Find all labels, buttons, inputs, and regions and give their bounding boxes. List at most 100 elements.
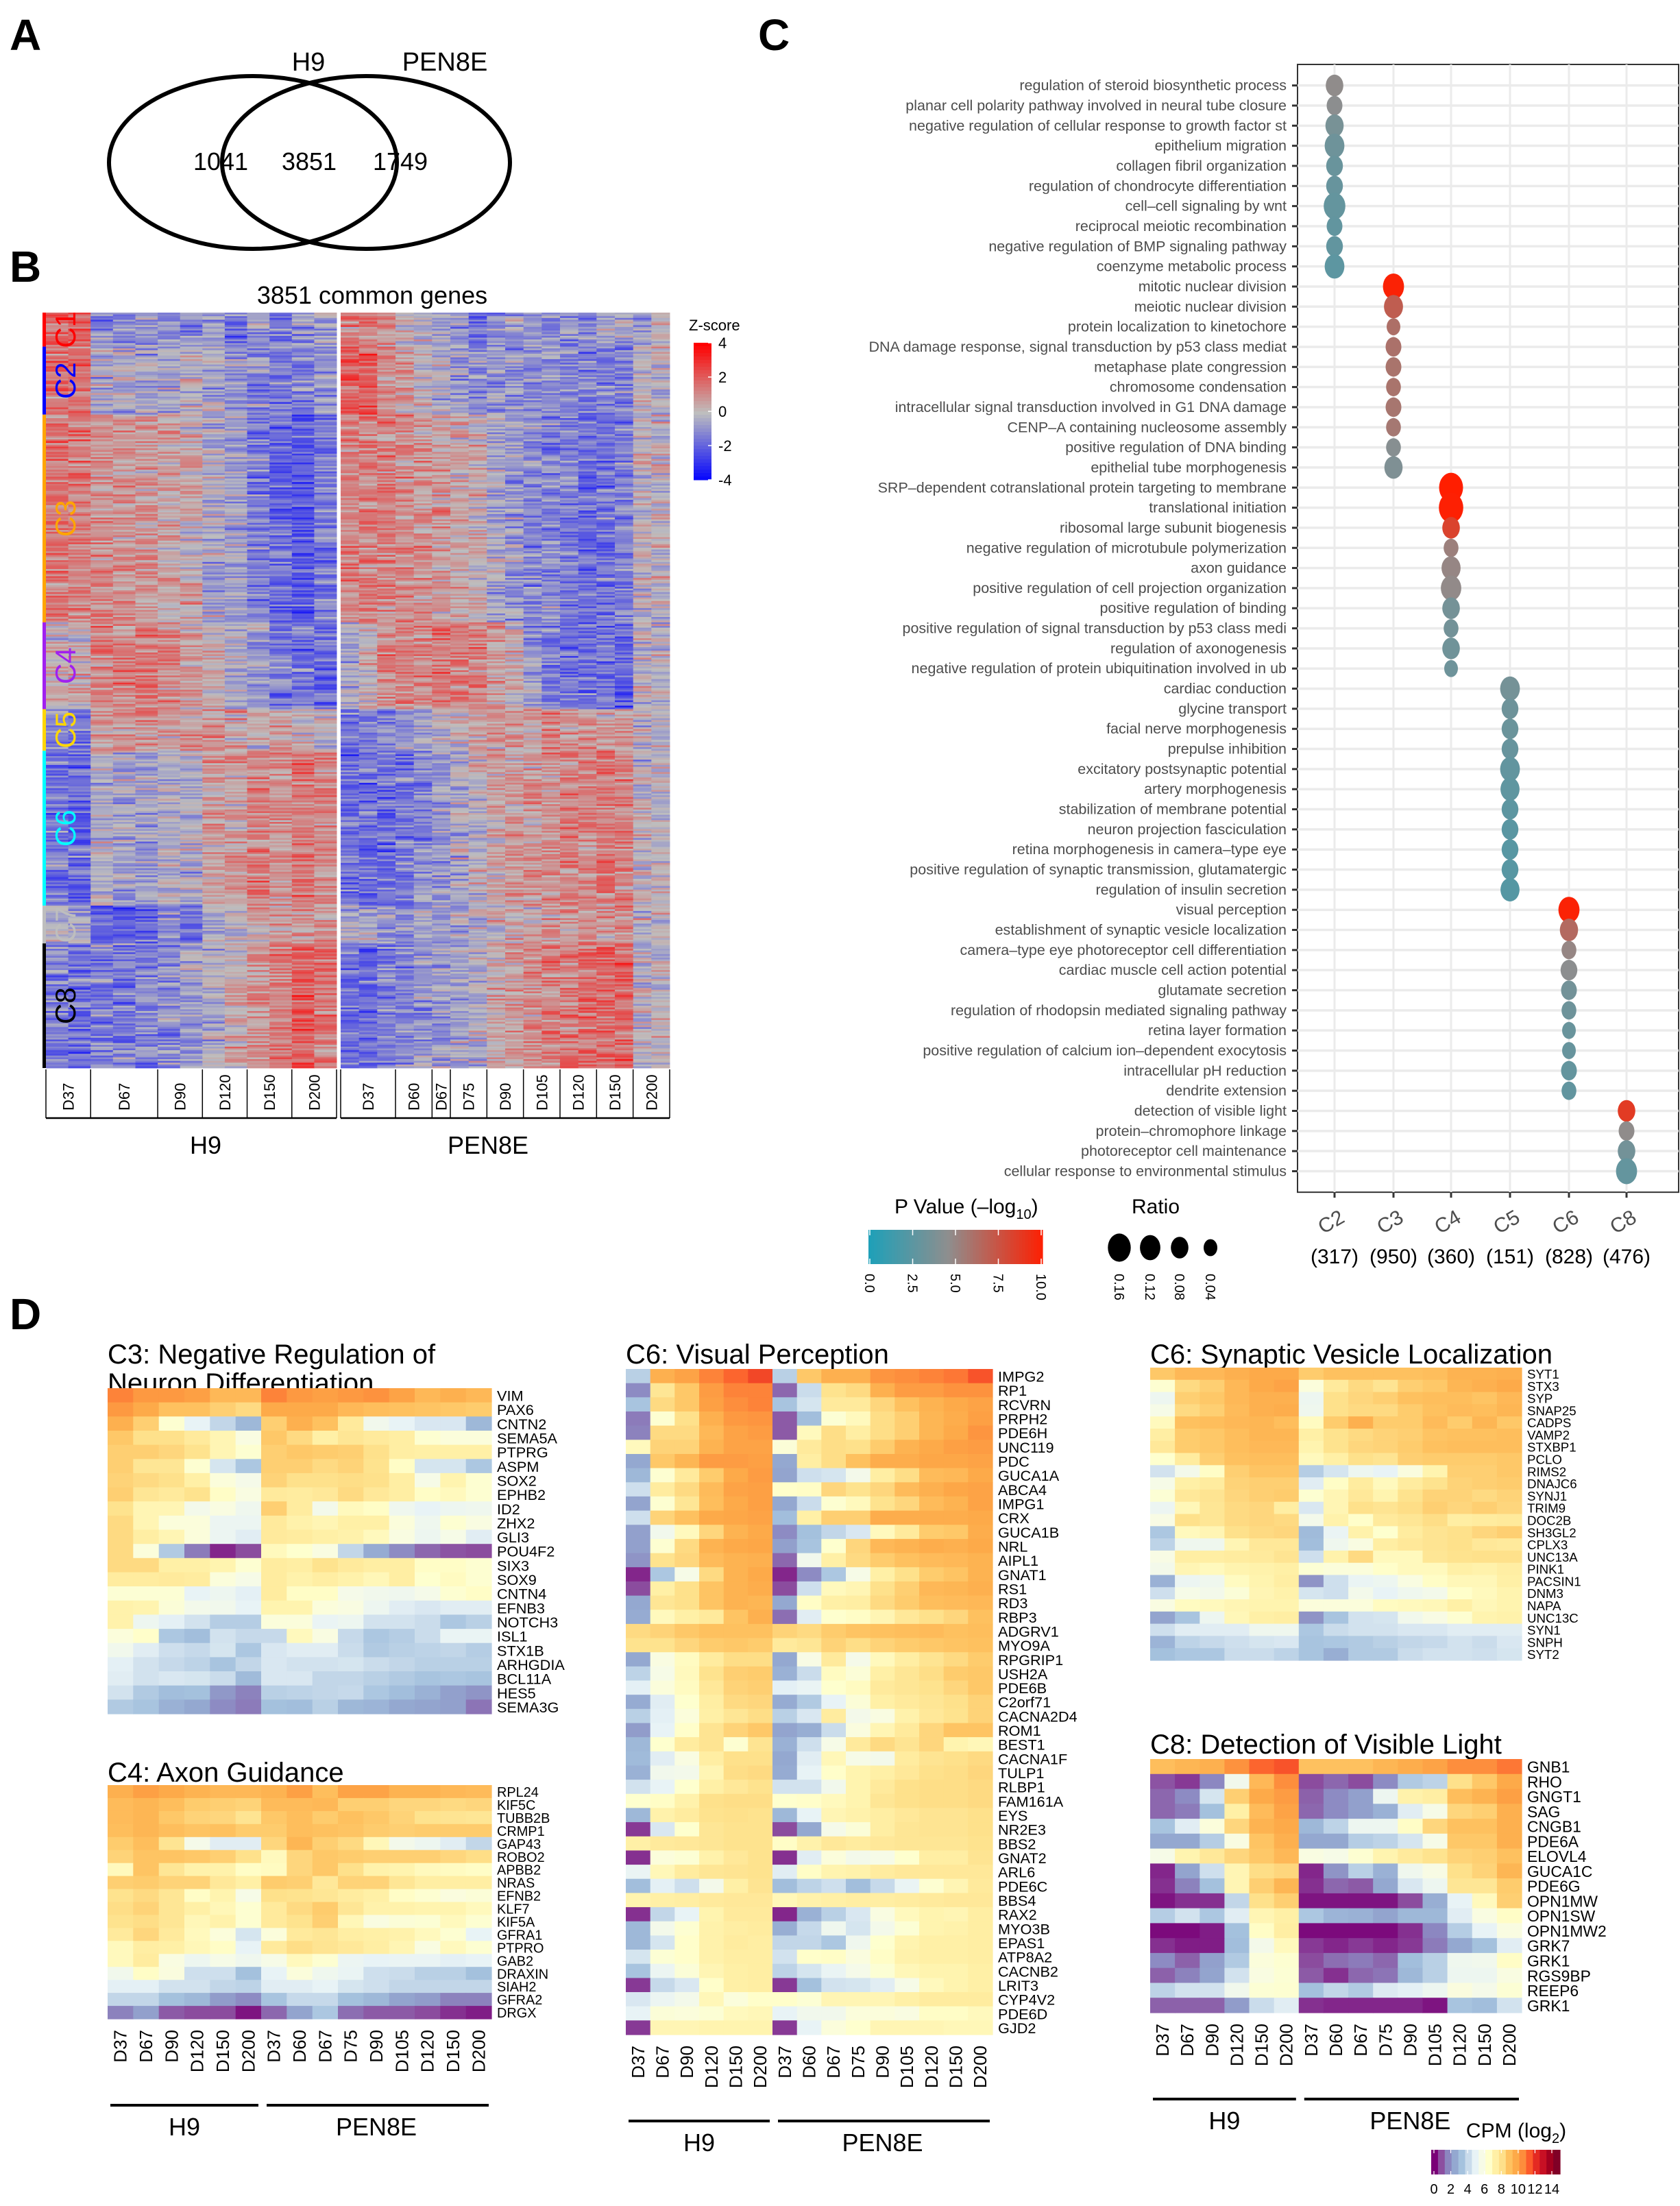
heatmap-cell	[432, 414, 451, 417]
heatmap-cell	[269, 498, 293, 500]
heatmap-cell	[468, 544, 487, 546]
heatmap-cell	[615, 334, 634, 337]
heatmap-cell	[413, 352, 433, 354]
heatmap-cell	[615, 405, 634, 408]
heatmap-cell	[341, 435, 360, 438]
heatmap-cell	[247, 337, 270, 340]
heatmap-cell	[269, 585, 293, 587]
heatmap-cell	[450, 518, 470, 520]
heatmap-cell	[651, 452, 670, 454]
heatmap-cell	[158, 416, 181, 419]
heatmap-cell	[314, 470, 337, 472]
heatmap-cell	[560, 437, 579, 440]
heatmap-cell	[633, 416, 652, 419]
heatmap-cell	[413, 522, 433, 525]
heatmap-cell	[413, 563, 433, 566]
heatmap-cell	[68, 551, 91, 554]
heatmap-cell	[68, 465, 91, 468]
heatmap-cell	[90, 346, 114, 349]
heatmap-cell	[432, 544, 451, 546]
heatmap-cell	[180, 452, 203, 454]
heatmap-cell	[450, 503, 470, 506]
heatmap-cell	[341, 414, 360, 417]
heatmap-cell	[523, 446, 542, 449]
heatmap-cell	[487, 521, 506, 524]
heatmap-cell	[314, 453, 337, 456]
heatmap-cell	[68, 565, 91, 568]
heatmap-cell	[112, 317, 136, 320]
heatmap-cell	[224, 496, 247, 498]
heatmap-cell	[523, 423, 542, 426]
heatmap-cell	[633, 592, 652, 594]
heatmap-cell	[358, 413, 378, 415]
heatmap-cell	[487, 453, 506, 456]
heatmap-cell	[487, 330, 506, 333]
heatmap-cell	[395, 581, 415, 584]
heatmap-cell	[541, 446, 561, 449]
heatmap-cell	[560, 596, 579, 598]
heatmap-cell	[468, 560, 487, 563]
heatmap-cell	[487, 569, 506, 572]
heatmap-cell	[377, 400, 396, 402]
heatmap-cell	[450, 509, 470, 511]
heatmap-cell	[269, 332, 293, 335]
heatmap-cell	[224, 332, 247, 335]
heatmap-cell	[596, 489, 616, 492]
heatmap-cell	[291, 364, 315, 367]
heatmap-cell	[314, 474, 337, 477]
heatmap-cell	[505, 574, 524, 577]
heatmap-cell	[633, 513, 652, 516]
heatmap-cell	[633, 561, 652, 564]
heatmap-cell	[541, 459, 561, 461]
heatmap-cell	[505, 483, 524, 486]
heatmap-cell	[578, 450, 597, 452]
heatmap-cell	[112, 500, 136, 502]
heatmap-cell	[487, 465, 506, 468]
heatmap-cell	[505, 420, 524, 422]
heatmap-cell	[615, 518, 634, 520]
heatmap-cell	[341, 432, 360, 435]
heatmap-cell	[314, 533, 337, 536]
heatmap-cell	[395, 345, 415, 348]
heatmap-cell	[377, 482, 396, 485]
heatmap-cell	[615, 422, 634, 424]
heatmap-cell	[541, 420, 561, 422]
heatmap-cell	[158, 465, 181, 468]
heatmap-cell	[291, 337, 315, 340]
heatmap-cell	[450, 498, 470, 500]
heatmap-cell	[413, 496, 433, 498]
heatmap-cell	[560, 498, 579, 500]
heatmap-cell	[68, 343, 91, 346]
heatmap-cell	[112, 418, 136, 420]
heatmap-cell	[432, 473, 451, 476]
heatmap-cell	[615, 378, 634, 381]
heatmap-cell	[468, 382, 487, 385]
heatmap-cell	[377, 426, 396, 429]
heatmap-cell	[135, 366, 158, 369]
heatmap-cell	[341, 316, 360, 319]
heatmap-cell	[468, 373, 487, 376]
heatmap-cell	[68, 369, 91, 372]
heatmap-cell	[341, 588, 360, 591]
heatmap-cell	[413, 555, 433, 557]
heatmap-cell	[633, 476, 652, 479]
heatmap-cell	[541, 498, 561, 500]
heatmap-cell	[615, 323, 634, 326]
heatmap-cell	[541, 439, 561, 441]
heatmap-cell	[269, 391, 293, 393]
heatmap-cell	[468, 326, 487, 329]
heatmap-cell	[358, 316, 378, 319]
heatmap-cell	[180, 530, 203, 533]
heatmap-cell	[487, 500, 506, 502]
heatmap-cell	[158, 450, 181, 452]
heatmap-cell	[90, 555, 114, 557]
heatmap-cell	[523, 355, 542, 358]
heatmap-cell	[432, 485, 451, 488]
heatmap-cell	[633, 418, 652, 420]
heatmap-cell	[560, 459, 579, 461]
heatmap-cell	[291, 317, 315, 320]
heatmap-cell	[46, 319, 69, 322]
heatmap-cell	[247, 378, 270, 381]
heatmap-cell	[560, 578, 579, 581]
heatmap-cell	[341, 330, 360, 333]
